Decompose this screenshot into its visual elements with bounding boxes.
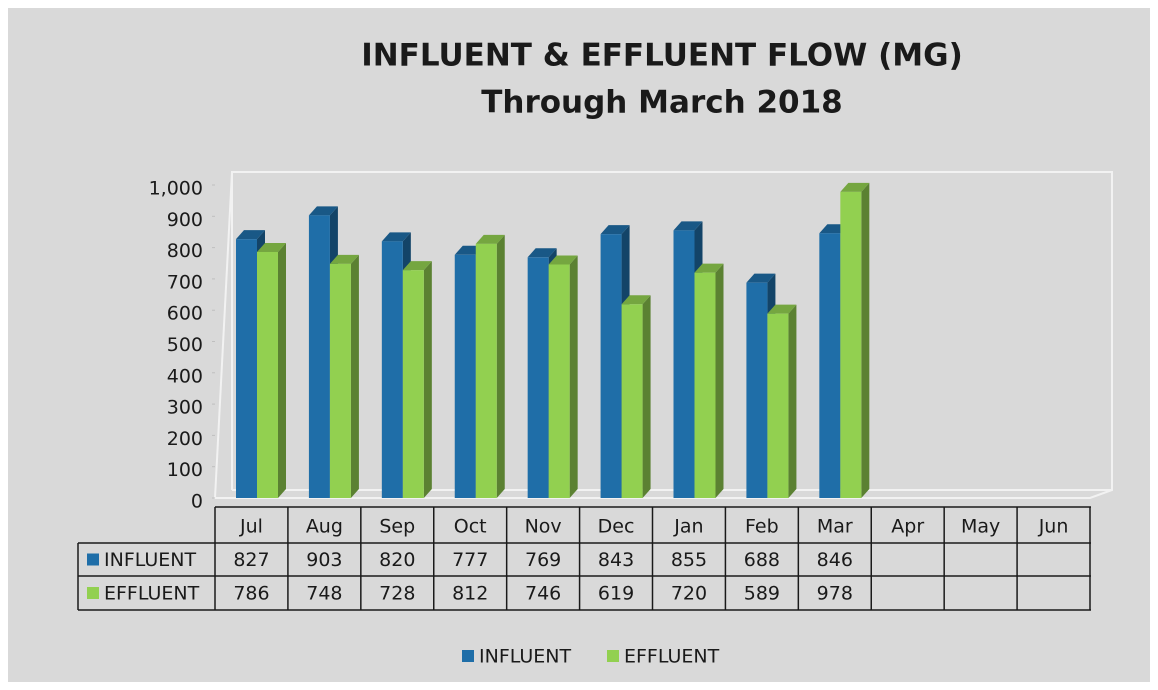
legend-label: EFFLUENT <box>624 646 720 668</box>
y-tick-label: 100 <box>167 459 203 481</box>
bar <box>840 191 862 499</box>
bar-top <box>402 261 432 271</box>
y-tick-label: 200 <box>167 428 203 450</box>
legend-key <box>462 650 474 662</box>
x-tick-label: Oct <box>454 516 487 538</box>
table-value: 786 <box>233 583 269 605</box>
table-value: 777 <box>452 549 488 571</box>
table-value: 827 <box>233 549 269 571</box>
bar-side <box>715 263 724 498</box>
bar-top <box>621 295 651 305</box>
x-tick-label: Mar <box>817 516 853 538</box>
table-value: 846 <box>817 549 853 571</box>
bar <box>236 239 257 499</box>
bar <box>600 234 622 499</box>
legend-key <box>607 650 619 662</box>
table-value: 769 <box>525 549 561 571</box>
bar-top <box>329 254 359 264</box>
bar <box>454 254 476 498</box>
bar-side <box>642 295 651 498</box>
bar-side <box>350 254 359 498</box>
table-value: 748 <box>306 583 342 605</box>
y-tick-label: 600 <box>167 303 203 325</box>
x-tick-label: Jan <box>673 516 703 538</box>
bar-side <box>569 255 578 498</box>
bar <box>329 263 351 498</box>
bar-side <box>496 234 505 498</box>
x-tick-label: Apr <box>891 516 924 538</box>
table-value: 720 <box>671 583 707 605</box>
y-tick-label: 300 <box>167 397 203 419</box>
bar-top <box>527 248 557 258</box>
bar <box>819 233 841 498</box>
table-value: 812 <box>452 583 488 605</box>
bar <box>527 257 549 498</box>
bar-top <box>767 304 797 314</box>
x-tick-label: Dec <box>598 516 635 538</box>
y-tick-label: 0 <box>191 491 203 513</box>
x-tick-label: Aug <box>306 516 343 538</box>
table-value: 978 <box>817 583 853 605</box>
bar-top <box>840 182 870 192</box>
bar <box>673 230 695 498</box>
bar-top <box>548 255 578 265</box>
bar-side <box>861 182 870 499</box>
table-legend-key <box>87 553 99 566</box>
table-value: 903 <box>306 549 342 571</box>
table-value: 843 <box>598 549 634 571</box>
y-tick-label: 400 <box>167 365 203 387</box>
table-value: 820 <box>379 549 415 571</box>
table-legend-key <box>87 587 99 599</box>
bar <box>767 313 789 498</box>
bar-side <box>278 242 286 498</box>
bar-top <box>746 273 776 283</box>
chart-subtitle: Through March 2018 <box>481 85 843 121</box>
x-tick-label: May <box>961 516 1000 538</box>
bar <box>621 304 643 498</box>
bar-top <box>308 206 338 216</box>
legend-label: INFLUENT <box>479 646 572 668</box>
bar <box>694 272 716 498</box>
bar <box>257 251 278 498</box>
y-tick-label: 900 <box>167 209 203 231</box>
bar <box>381 241 403 498</box>
x-tick-label: Sep <box>379 516 415 538</box>
x-tick-label: Jul <box>239 516 263 538</box>
bar-side <box>788 304 797 498</box>
y-tick-label: 1,000 <box>149 178 203 200</box>
bar <box>746 282 768 498</box>
bar <box>548 264 570 498</box>
y-tick-label: 700 <box>167 271 203 293</box>
bar-top <box>475 234 505 244</box>
bar-top <box>694 263 724 273</box>
y-tick-label: 500 <box>167 334 203 356</box>
table-value: 746 <box>525 583 561 605</box>
bar <box>475 243 497 498</box>
table-value: 728 <box>379 583 415 605</box>
bar <box>402 270 424 498</box>
bar-top <box>600 225 630 235</box>
table-value: 589 <box>744 583 780 605</box>
x-tick-label: Jun <box>1038 516 1069 538</box>
table-series-name: EFFLUENT <box>104 583 200 605</box>
bar <box>308 215 330 498</box>
bar-top <box>673 221 703 231</box>
x-tick-label: Nov <box>525 516 562 538</box>
table-value: 619 <box>598 583 634 605</box>
bar-top <box>381 232 411 242</box>
bar-top <box>257 242 286 252</box>
bar-side <box>423 261 432 498</box>
x-tick-label: Feb <box>745 516 779 538</box>
table-value: 855 <box>671 549 707 571</box>
bar-top <box>236 230 265 240</box>
table-series-name: INFLUENT <box>104 549 197 571</box>
chart-title: INFLUENT & EFFLUENT FLOW (MG) <box>361 38 963 74</box>
table-value: 688 <box>744 549 780 571</box>
y-tick-label: 800 <box>167 240 203 262</box>
